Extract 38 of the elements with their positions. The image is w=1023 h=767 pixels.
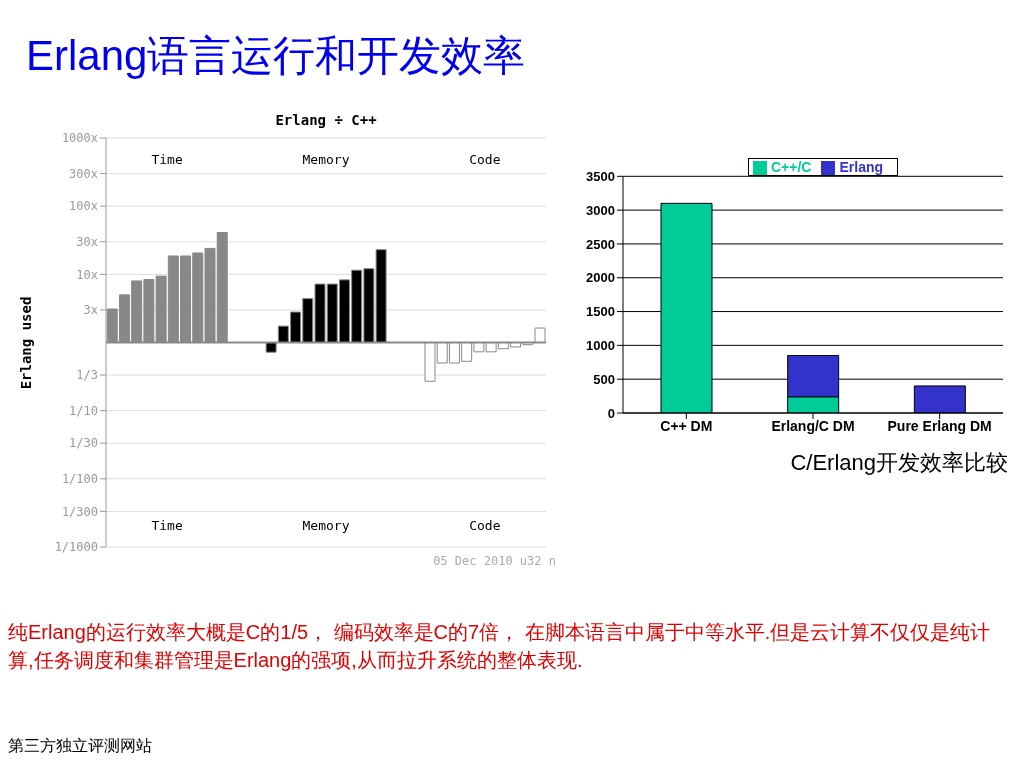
y-tick-label: 3x	[83, 303, 98, 318]
text: 第三方独立评测网站	[8, 736, 152, 756]
legend-label: C++/C	[771, 159, 812, 175]
y-tick-label: 100x	[69, 199, 98, 214]
y-tick-label: 2500	[586, 236, 615, 252]
y-tick-label: 1500	[586, 304, 615, 320]
text: 05 Dec 2010 u32 n	[433, 554, 556, 568]
chart-subtitle: Erlang ÷ C++	[274, 112, 378, 128]
y-tick-label: 300x	[69, 166, 98, 181]
y-tick-label: 3000	[586, 202, 615, 218]
y-tick-label: 30x	[76, 235, 98, 250]
y-tick-label: 1/1000	[54, 540, 98, 555]
y-tick-label: 3500	[586, 168, 615, 184]
annotation: Code	[468, 152, 502, 167]
x-tick-label: Pure Erlang DM	[887, 417, 992, 434]
y-axis-title: Erlang used	[18, 296, 34, 390]
chart-title: Erlang语言运行和开发效率	[25, 31, 527, 81]
annotation: Memory	[301, 518, 351, 533]
text: C/Erlang开发效率比较	[789, 449, 1009, 477]
y-tick-label: 0	[607, 405, 615, 421]
y-tick-label: 500	[593, 371, 615, 387]
y-tick-label: 2000	[586, 270, 615, 286]
annotation: Memory	[301, 152, 351, 167]
annotation: Code	[468, 518, 502, 533]
y-tick-label: 1/300	[61, 504, 98, 519]
y-tick-label: 1000x	[61, 131, 98, 146]
y-tick-label: 1000	[586, 337, 615, 353]
text: 纯Erlang的运行效率大概是C的1/5， 编码效率是C的7倍， 在脚本语言中属于中等水平.但是云计算不仅仅是纯计算,任务调度和集群管理是Erlang的强项,从而拉升系统的整体表现.	[8, 620, 992, 673]
x-tick-label: Erlang/C DM	[771, 417, 855, 434]
y-tick-label: 10x	[76, 267, 98, 282]
y-tick-label: 1/10	[69, 403, 98, 418]
y-tick-label: 1/3	[76, 368, 98, 383]
annotation: Time	[150, 152, 184, 167]
x-tick-label: C++ DM	[660, 417, 713, 434]
legend-label: Erlang	[839, 159, 884, 175]
annotation: Time	[150, 518, 184, 533]
y-tick-label: 1/100	[61, 472, 98, 487]
y-tick-label: 1/30	[69, 436, 98, 451]
